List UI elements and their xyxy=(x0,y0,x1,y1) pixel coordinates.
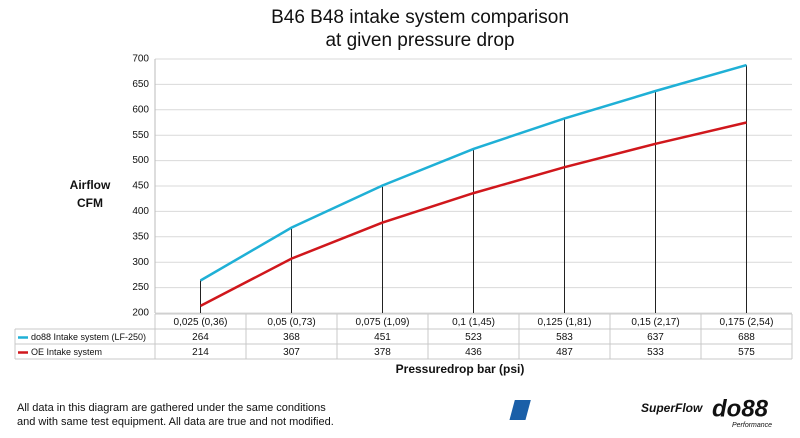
series-line xyxy=(199,121,747,307)
table-value: 264 xyxy=(192,332,209,343)
table-value: 436 xyxy=(465,347,482,358)
x-tick-label: 0,1 (1,45) xyxy=(452,317,495,328)
y-tick-label: 200 xyxy=(132,308,149,319)
y-tick-label: 700 xyxy=(132,54,149,65)
x-tick-label: 0,05 (0,73) xyxy=(267,317,315,328)
table-value: 637 xyxy=(647,332,664,343)
x-tick-label: 0,175 (2,54) xyxy=(720,317,774,328)
x-tick-label: 0,125 (1,81) xyxy=(538,317,592,328)
x-tick-label: 0,075 (1,09) xyxy=(356,317,410,328)
y-tick-label: 250 xyxy=(132,282,149,293)
table-value: 523 xyxy=(465,332,482,343)
superflow-logo: SuperFlow xyxy=(509,400,703,420)
x-tick-label: 0,025 (0,36) xyxy=(174,317,228,328)
legend-label: OE Intake system xyxy=(31,347,102,357)
table-value: 307 xyxy=(283,347,300,358)
logo-text: SuperFlow xyxy=(641,401,703,415)
table-value: 214 xyxy=(192,347,209,358)
y-tick-label: 550 xyxy=(132,130,149,141)
y-tick-label: 650 xyxy=(132,79,149,90)
y-tick-label: 400 xyxy=(132,206,149,217)
table-value: 583 xyxy=(556,332,573,343)
table-value: 368 xyxy=(283,332,300,343)
y-tick-label: 300 xyxy=(132,257,149,268)
table-value: 575 xyxy=(738,347,755,358)
y-tick-label: 450 xyxy=(132,181,149,192)
y-tick-label: 500 xyxy=(132,155,149,166)
footnote: All data in this diagram are gathered un… xyxy=(17,402,326,414)
table-value: 378 xyxy=(374,347,391,358)
legend-label: do88 Intake system (LF-250) xyxy=(31,332,146,342)
do88-logo: do88 Performance xyxy=(712,395,772,429)
table-value: 533 xyxy=(647,347,664,358)
y-axis-label: CFM xyxy=(77,196,103,210)
y-tick-label: 600 xyxy=(132,104,149,115)
chart-title: at given pressure drop xyxy=(325,30,514,51)
y-axis-label: Airflow xyxy=(70,178,111,192)
chart-title: B46 B48 intake system comparison xyxy=(271,7,569,28)
y-tick-label: 350 xyxy=(132,231,149,242)
logo-text: do88 xyxy=(712,395,769,422)
table-value: 688 xyxy=(738,332,755,343)
logo-icon xyxy=(509,400,531,420)
footnote: and with same test equipment. All data a… xyxy=(17,416,334,428)
logo-subtext: Performance xyxy=(732,422,772,429)
table-value: 487 xyxy=(556,347,573,358)
table-value: 451 xyxy=(374,332,391,343)
series-line xyxy=(199,63,747,282)
x-axis-label: Pressuredrop bar (psi) xyxy=(396,362,525,376)
x-tick-label: 0,15 (2,17) xyxy=(631,317,679,328)
